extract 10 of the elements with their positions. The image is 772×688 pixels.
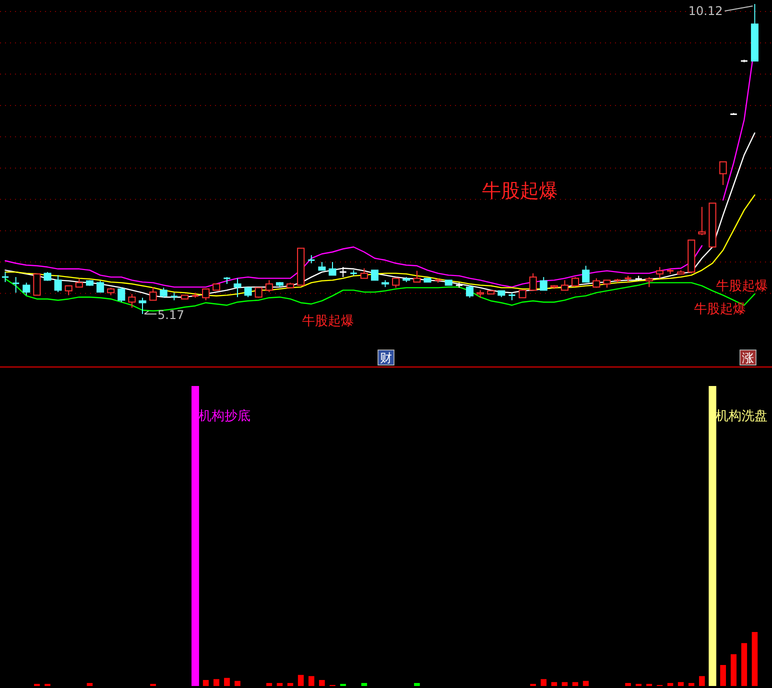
text: 牛股起爆 xyxy=(482,180,558,202)
annotation: 牛股起爆 xyxy=(694,302,746,317)
annotation: 牛股起爆 xyxy=(302,314,354,329)
annotation: 机构抄底 xyxy=(198,409,250,424)
annotation: 机构洗盘 xyxy=(716,409,768,424)
text: 涨 xyxy=(742,351,754,365)
annotation: 10.12 xyxy=(688,4,723,18)
text: 财 xyxy=(380,351,392,365)
annotation: 5.17 xyxy=(158,308,184,322)
annotation: 牛股起爆 xyxy=(716,279,768,294)
